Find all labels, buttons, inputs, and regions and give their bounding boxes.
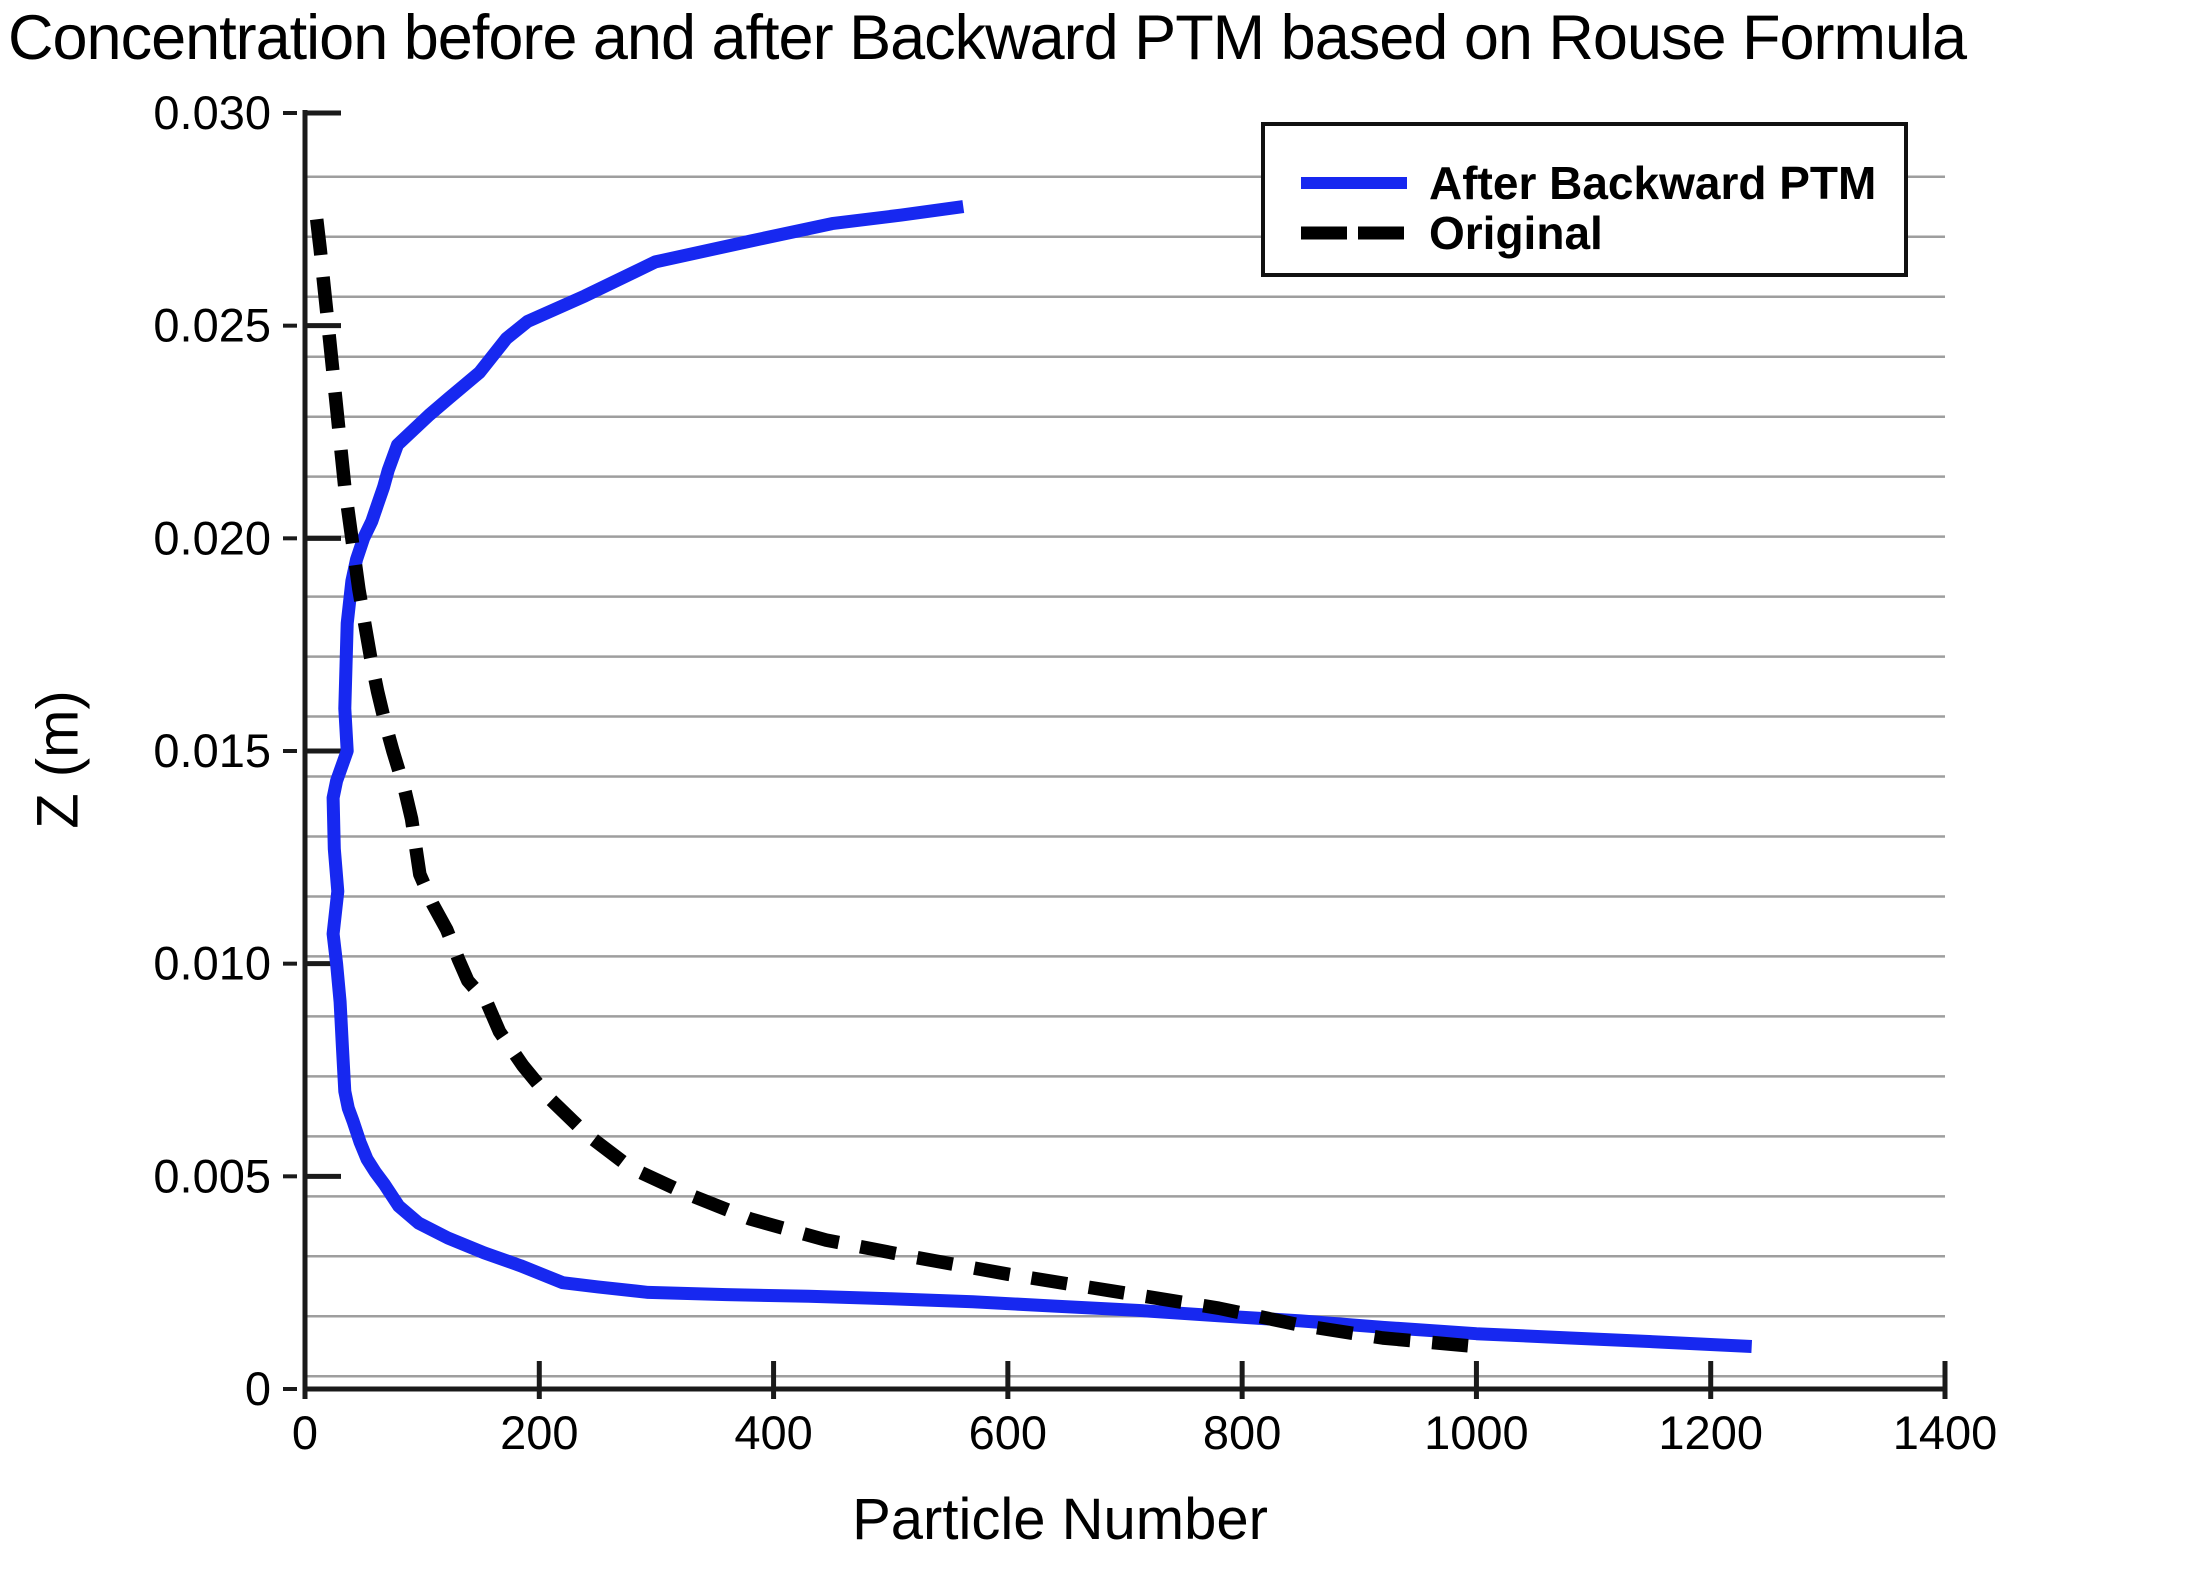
legend: After Backward PTM Original (1261, 122, 1908, 277)
legend-entry-after-backward-ptm: After Backward PTM (1265, 157, 1904, 209)
x-tick-label: 1400 (1893, 1406, 1998, 1459)
legend-label: After Backward PTM (1429, 157, 1877, 209)
x-tick-label: 400 (734, 1406, 812, 1459)
x-tick-label: 0 (292, 1406, 318, 1459)
legend-line-solid-icon (1301, 177, 1407, 189)
y-tick-label: 0.015 (153, 724, 271, 777)
y-tick-label: 0.025 (153, 299, 271, 352)
x-tick-label: 1000 (1424, 1406, 1529, 1459)
x-tick-label: 600 (969, 1406, 1047, 1459)
x-axis-label: Particle Number (852, 1487, 1268, 1552)
y-tick-label: 0.030 (153, 86, 271, 139)
series-line-after-backward-ptm (326, 200, 1753, 1353)
x-tick-label: 800 (1203, 1406, 1281, 1459)
chart-title: Concentration before and after Backward … (8, 3, 1967, 73)
y-tick-label: 0 (245, 1362, 271, 1415)
y-tick-label: 0.010 (153, 937, 271, 990)
x-tick-label: 200 (500, 1406, 578, 1459)
series-line-original (309, 218, 1478, 1354)
y-tick-label: 0.005 (153, 1149, 271, 1202)
y-tick-label: 0.020 (153, 511, 271, 564)
x-tick-label: 1200 (1658, 1406, 1763, 1459)
legend-line-dashed-icon (1301, 226, 1407, 240)
legend-entry-original: Original (1265, 207, 1904, 259)
legend-label: Original (1429, 207, 1603, 259)
